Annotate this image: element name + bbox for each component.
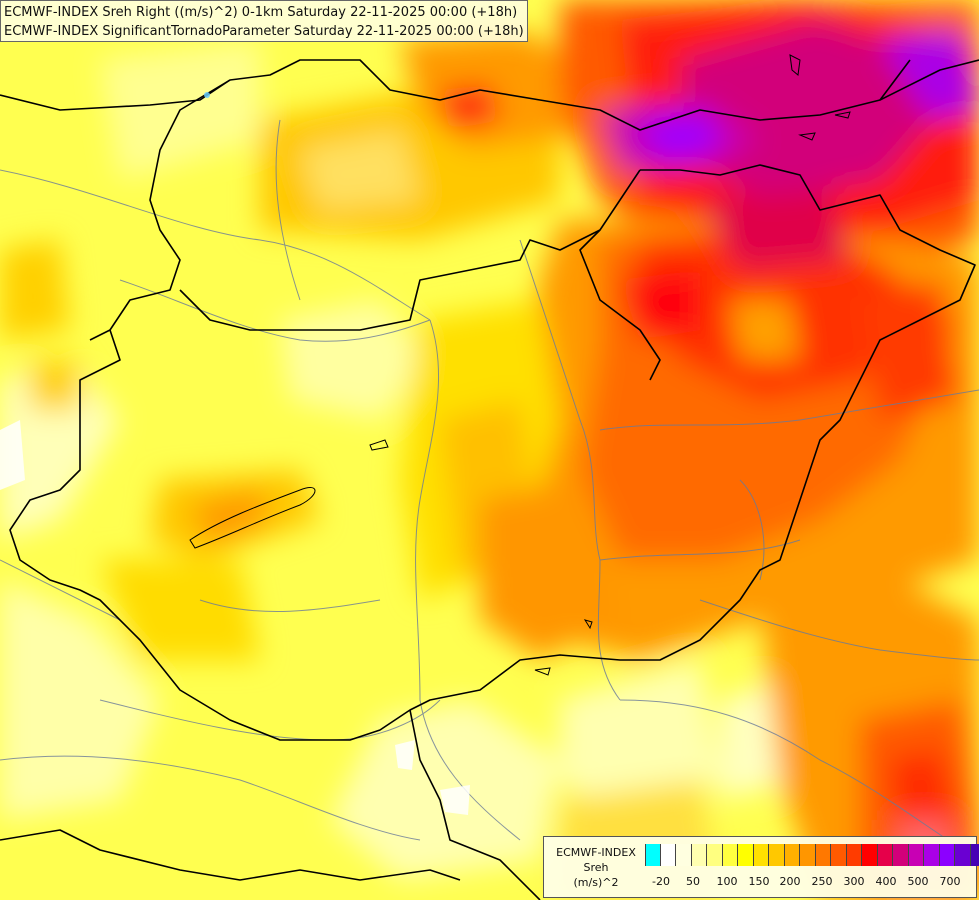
- legend-tick-label: 100: [716, 875, 738, 888]
- legend-swatch: [893, 844, 909, 866]
- legend-tick-label: 500: [907, 875, 929, 888]
- legend-swatch: [862, 844, 878, 866]
- legend-swatch: [722, 844, 738, 866]
- legend-variable: Sreh: [583, 861, 609, 874]
- legend-tick-label: 150: [748, 875, 770, 888]
- lakes: [189, 54, 851, 676]
- legend-swatch: [784, 844, 800, 866]
- legend-tick-label: 700: [939, 875, 961, 888]
- legend-swatch: [769, 844, 785, 866]
- legend-swatches: [645, 844, 979, 866]
- legend-swatch: [800, 844, 816, 866]
- legend-tick-label: 250: [811, 875, 833, 888]
- title-line-1: ECMWF-INDEX Sreh Right ((m/s)^2) 0-1km S…: [4, 5, 518, 20]
- legend-swatch: [955, 844, 971, 866]
- legend-swatch: [660, 844, 676, 866]
- legend-swatch: [707, 844, 723, 866]
- legend-swatch: [645, 844, 661, 866]
- low-value-patches: [0, 92, 470, 815]
- title-line-2: ECMWF-INDEX SignificantTornadoParameter …: [4, 24, 524, 39]
- legend-swatch: [738, 844, 754, 866]
- legend-swatch: [815, 844, 831, 866]
- legend-swatch: [924, 844, 940, 866]
- legend-swatch: [939, 844, 955, 866]
- legend-swatch: [676, 844, 692, 866]
- legend-tick-label: 400: [875, 875, 897, 888]
- legend-swatch: [753, 844, 769, 866]
- legend-swatch: [846, 844, 862, 866]
- legend-unit: (m/s)^2: [573, 876, 619, 889]
- legend-swatch: [877, 844, 893, 866]
- legend-tick-label: 300: [843, 875, 865, 888]
- borders: [0, 59, 979, 900]
- legend-swatch: [970, 844, 979, 866]
- legend-label: ECMWF-INDEX Sreh (m/s)^2: [548, 845, 644, 890]
- color-legend: ECMWF-INDEX Sreh (m/s)^2 -20 50 100 150 200 2…: [543, 836, 979, 898]
- rivers: [0, 119, 979, 861]
- legend-tick-label: 200: [779, 875, 801, 888]
- legend-swatch: [831, 844, 847, 866]
- legend-tick-label: 50: [686, 875, 700, 888]
- map-title: ECMWF-INDEX Sreh Right ((m/s)^2) 0-1km S…: [0, 0, 528, 42]
- legend-swatch: [908, 844, 924, 866]
- legend-swatch: [691, 844, 707, 866]
- legend-source: ECMWF-INDEX: [556, 846, 636, 859]
- legend-tick-label: -20: [652, 875, 670, 888]
